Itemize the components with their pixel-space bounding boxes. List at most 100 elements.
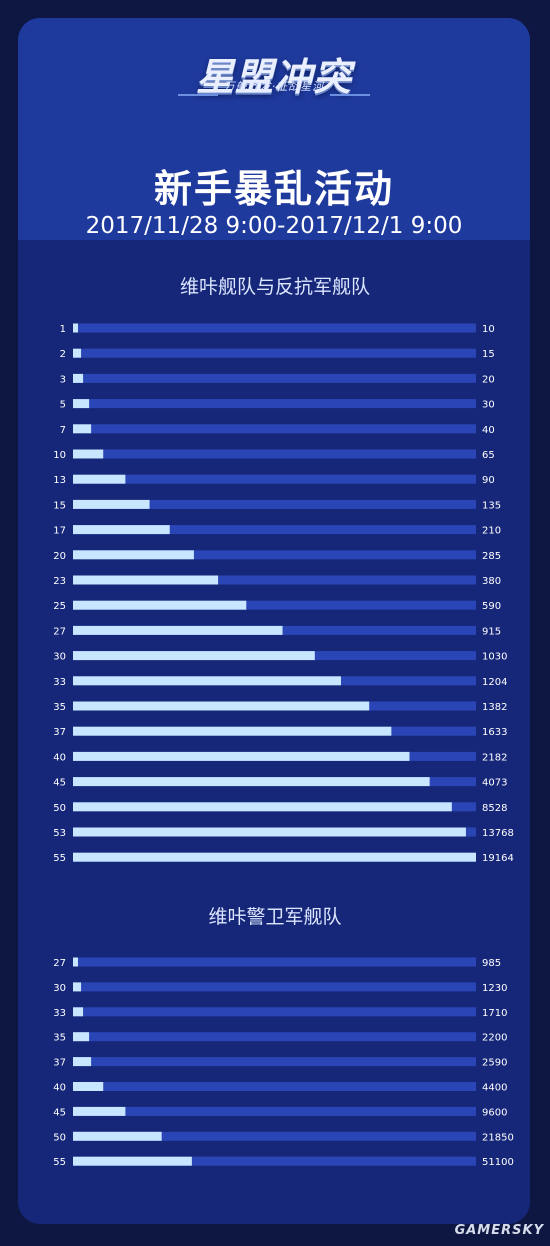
value-label: 285	[482, 551, 501, 562]
bar-fill	[73, 726, 392, 736]
value-label: 9600	[482, 1107, 507, 1118]
value-label: 1382	[482, 702, 507, 713]
logo-divider-right	[330, 94, 370, 96]
bar-track	[73, 1057, 476, 1067]
bar-fill	[73, 625, 283, 635]
value-label: 915	[482, 626, 501, 637]
value-label: 30	[482, 400, 495, 411]
value-label: 21850	[482, 1132, 514, 1143]
value-label: 2590	[482, 1058, 507, 1069]
chart-title-rebel-fleet: 维咔舰队与反抗军舰队	[179, 276, 370, 298]
level-label: 2	[60, 349, 66, 360]
level-label: 35	[53, 702, 66, 713]
bar-track	[73, 1007, 476, 1017]
value-label: 13768	[482, 828, 514, 839]
level-label: 33	[53, 1008, 66, 1019]
bar-fill	[73, 348, 82, 358]
value-label: 985	[482, 958, 501, 969]
value-label: 2200	[482, 1033, 507, 1044]
bar-fill	[73, 1007, 84, 1017]
level-label: 55	[53, 853, 66, 864]
value-label: 590	[482, 601, 501, 612]
value-label: 210	[482, 526, 501, 537]
value-label: 40	[482, 425, 495, 436]
bar-fill	[73, 525, 170, 535]
bar-fill	[73, 499, 150, 509]
level-label: 1	[60, 324, 66, 335]
bar-fill	[73, 1106, 126, 1116]
level-label: 33	[53, 677, 66, 688]
value-label: 15	[482, 349, 495, 360]
level-label: 3	[60, 374, 66, 385]
value-label: 90	[482, 475, 495, 486]
bar-fill	[73, 777, 430, 787]
level-label: 40	[53, 1083, 66, 1094]
chart-title-guard-fleet: 维咔警卫军舰队	[208, 906, 342, 928]
value-label: 8528	[482, 803, 507, 814]
bar-fill	[73, 1131, 162, 1141]
value-label: 4073	[482, 778, 507, 789]
level-label: 40	[53, 752, 66, 763]
bar-track	[73, 1131, 476, 1141]
value-label: 135	[482, 500, 501, 511]
bar-track	[73, 600, 476, 610]
level-label: 5	[60, 400, 66, 411]
bar-track	[73, 1156, 476, 1166]
level-label: 7	[60, 425, 66, 436]
bar-fill	[73, 1057, 92, 1067]
bar-track	[73, 424, 476, 434]
bar-fill	[73, 957, 78, 967]
level-label: 17	[53, 526, 66, 537]
bar-fill	[73, 550, 194, 560]
bar-track	[73, 474, 476, 484]
bar-fill	[73, 852, 476, 862]
bar-fill	[73, 424, 92, 434]
event-date-range: 2017/11/28 9:00-2017/12/1 9:00	[85, 213, 463, 239]
level-label: 35	[53, 1033, 66, 1044]
bar-fill	[73, 449, 104, 459]
level-label: 13	[53, 475, 66, 486]
bar-track	[73, 550, 476, 560]
bar-fill	[73, 600, 247, 610]
level-label: 45	[53, 1107, 66, 1118]
bar-fill	[73, 1032, 90, 1042]
level-label: 27	[53, 958, 66, 969]
header-banner: 星盟冲突 万舰齐发·征战星河 新手暴乱活动 2017/11/28 9:00-20…	[18, 18, 530, 240]
value-label: 1710	[482, 1008, 507, 1019]
bar-track	[73, 373, 476, 383]
level-label: 37	[53, 727, 66, 738]
level-label: 20	[53, 551, 66, 562]
watermark: GAMERSKY	[454, 1223, 544, 1238]
bar-track	[73, 982, 476, 992]
value-label: 20	[482, 374, 495, 385]
bar-fill	[73, 373, 84, 383]
bar-fill	[73, 399, 90, 409]
bar-fill	[73, 651, 315, 661]
value-label: 10	[482, 324, 495, 335]
bar-fill	[73, 701, 370, 711]
value-label: 1633	[482, 727, 507, 738]
bar-track	[73, 1082, 476, 1091]
bar-track	[73, 525, 476, 535]
value-label: 380	[482, 576, 501, 587]
bar-track	[73, 1032, 476, 1042]
value-label: 65	[482, 450, 495, 461]
bar-fill	[73, 676, 341, 686]
bar-fill	[73, 575, 219, 585]
value-label: 1230	[482, 983, 507, 994]
level-label: 53	[53, 828, 66, 839]
value-label: 1030	[482, 652, 507, 663]
value-label: 19164	[482, 853, 514, 864]
bar-track	[73, 1106, 476, 1116]
logo-title: 星盟冲突	[195, 55, 352, 99]
bar-fill	[73, 802, 452, 812]
value-label: 2182	[482, 752, 507, 763]
bar-fill	[73, 982, 82, 992]
level-label: 30	[53, 652, 66, 663]
level-label: 25	[53, 601, 66, 612]
value-label: 4400	[482, 1083, 507, 1094]
logo-divider-left	[178, 94, 218, 96]
bar-chart-rebel: 1 10 2 15 3 20 5 30 7 40 10 65 13 90 15 135 17 210 20 285 23…	[53, 323, 514, 864]
bar-fill	[73, 323, 78, 333]
